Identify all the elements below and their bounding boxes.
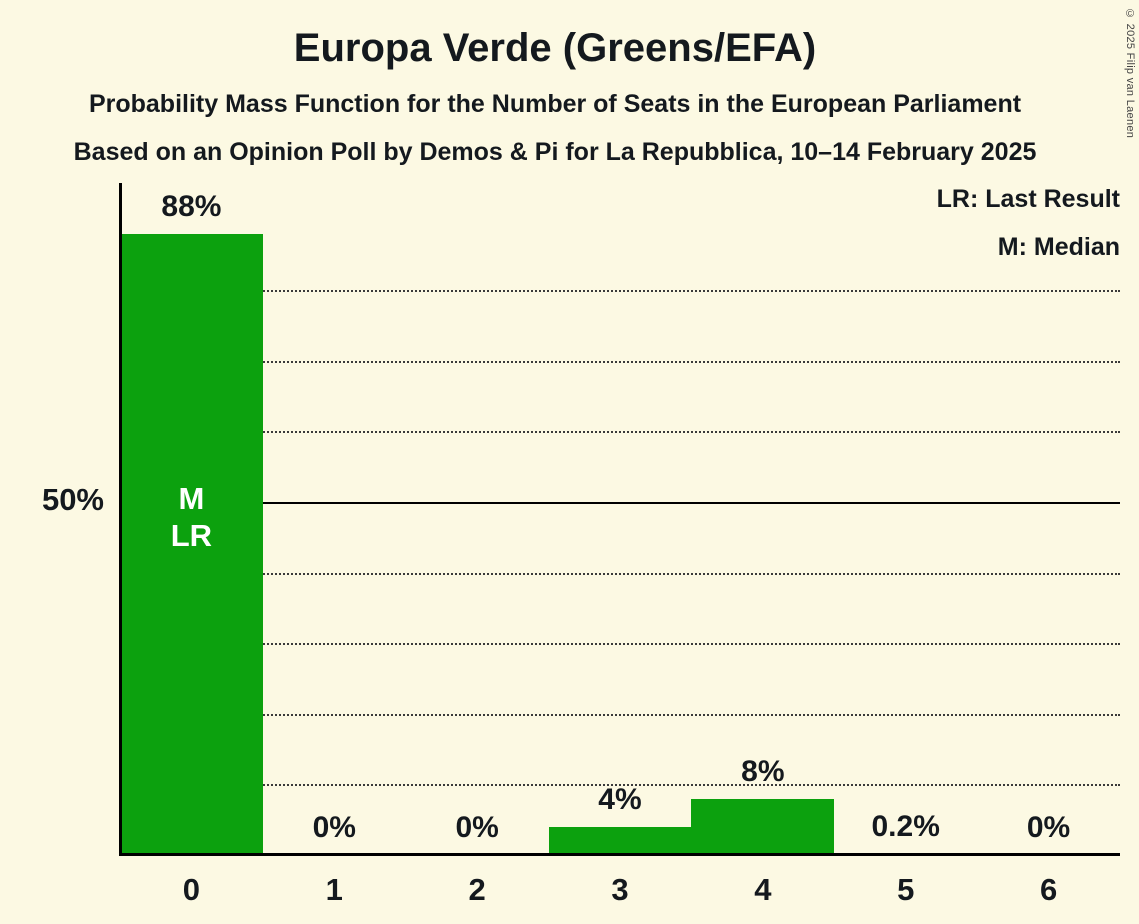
x-axis-tick-label-5: 5 [897,872,915,907]
y-axis-label-50: 50% [41,482,104,517]
gridline-60 [120,431,1120,434]
legend-median: M: Median [997,233,1120,261]
copyright-notice: © 2025 Filip van Laenen [1124,8,1136,139]
gridline-30 [120,643,1120,646]
annotation-line: LR [170,518,213,553]
bar-value-label-seats-0: 88% [161,189,222,223]
bar-seats-0 [120,233,263,855]
bar-seats-4 [691,798,835,855]
x-axis-tick-label-3: 3 [611,872,629,907]
chart-subtitle-pmf: Probability Mass Function for the Number… [88,90,1022,118]
bar-value-label-seats-5: 0.2% [871,809,940,843]
legend-last-result: LR: Last Result [936,185,1120,213]
bar-value-label-seats-2: 0% [455,811,499,844]
legend: LR: Last Result M: Median [937,185,1120,281]
bar-value-label-seats-1: 0% [312,811,356,844]
x-axis-tick-label-2: 2 [468,872,486,907]
gridline-10 [120,784,1120,787]
median-last-result-annotation: M LR [120,480,263,554]
y-axis-line [119,183,122,855]
gridline-20 [120,713,1120,716]
bar-value-label-seats-4: 8% [741,754,785,788]
gridline-70 [120,360,1120,363]
gridline-50-solid [120,502,1120,504]
gridline-80 [120,290,1120,293]
x-axis-tick-label-0: 0 [182,872,201,907]
x-axis-tick-label-4: 4 [754,872,772,907]
x-axis-tick-label-1: 1 [325,872,343,907]
chart-title: Europa Verde (Greens/EFA) [293,26,817,70]
gridline-40 [120,572,1120,575]
x-axis-line [119,853,1120,856]
chart-subtitle-poll: Based on an Opinion Poll by Demos & Pi f… [73,138,1037,166]
bar-value-label-seats-6: 0% [1026,811,1071,844]
annotation-line: M [178,481,205,516]
x-axis-tick-label-6: 6 [1039,872,1058,907]
bar-seats-3 [548,826,692,855]
bar-value-label-seats-3: 4% [598,782,642,816]
